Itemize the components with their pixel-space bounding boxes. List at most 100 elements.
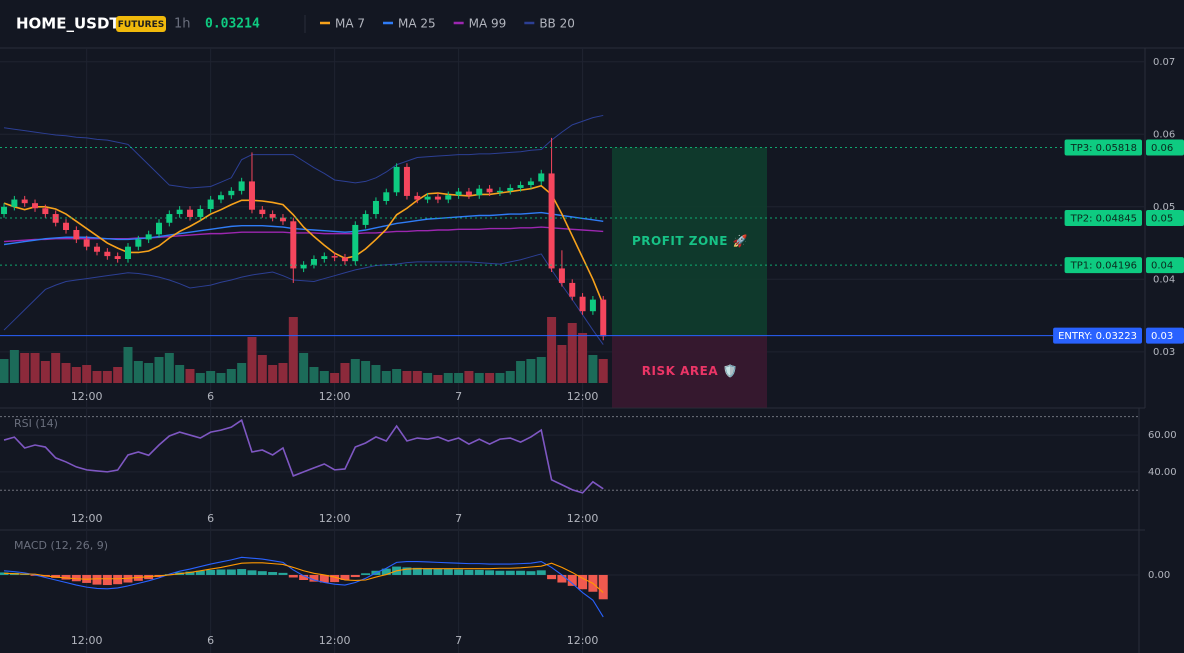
volume-bar	[278, 363, 288, 383]
candle-body	[217, 195, 224, 200]
x-tick-label: 12:00	[319, 634, 351, 647]
volume-bar	[154, 357, 164, 383]
macd-histogram-bar	[557, 574, 567, 583]
macd-histogram-bar	[526, 571, 536, 575]
volume-bar	[237, 363, 247, 383]
volume-bar	[443, 373, 453, 383]
volume-bar	[257, 355, 267, 383]
candle-body	[486, 188, 493, 193]
x-tick-label: 12:00	[71, 512, 103, 525]
candle-body	[145, 234, 152, 240]
candle-body	[352, 224, 359, 262]
candle-body	[248, 181, 255, 210]
last-price: 0.03214	[205, 17, 260, 32]
volume-bar	[164, 353, 174, 383]
candle-body	[465, 191, 472, 196]
panel-title: RSI (14)	[14, 417, 58, 430]
volume-bar	[392, 369, 402, 383]
candle-body	[579, 296, 586, 312]
volume-bar	[454, 373, 464, 383]
macd-histogram-bar	[51, 574, 61, 578]
panel-title: MACD (12, 26, 9)	[14, 539, 108, 552]
volume-bar	[247, 337, 257, 383]
macd-histogram-bar	[206, 569, 216, 575]
x-tick-label: 7	[455, 512, 462, 525]
candle-body	[11, 199, 18, 207]
candle-body	[548, 173, 555, 269]
volume-bar	[433, 375, 443, 383]
macd-histogram-bar	[536, 570, 546, 575]
volume-bar	[536, 357, 546, 383]
volume-bar	[505, 371, 515, 383]
level-tag: TP1: 0.04196	[1070, 261, 1137, 272]
volume-bar	[226, 369, 236, 383]
volume-bar	[82, 365, 92, 383]
candle-body	[414, 195, 421, 200]
futures-badge: FUTURES	[118, 20, 164, 30]
candle-body	[197, 208, 204, 217]
volume-bar	[0, 359, 9, 383]
candle-body	[238, 181, 245, 191]
y-tick-label: 0.07	[1153, 57, 1175, 68]
macd-histogram-bar	[195, 570, 205, 575]
volume-bar	[123, 347, 133, 383]
axis-badge-bg	[1146, 139, 1184, 156]
candle-body	[63, 222, 70, 231]
x-tick-label: 12:00	[71, 390, 103, 403]
candle-body	[114, 256, 121, 260]
candle-body	[135, 239, 142, 247]
volume-bar	[216, 373, 226, 383]
x-tick-label: 12:00	[71, 634, 103, 647]
candle-body	[538, 173, 545, 182]
candle-body	[259, 209, 266, 215]
volume-bar	[195, 373, 205, 383]
level-tag: TP3: 0.05818	[1070, 143, 1137, 154]
macd-line	[3, 556, 604, 618]
axis-badge: 0.03	[1151, 331, 1173, 342]
macd-histogram-bar	[495, 570, 505, 575]
macd-histogram-bar	[330, 574, 340, 583]
axis-badge-bg	[1146, 210, 1184, 227]
axis-badge-bg	[1146, 327, 1184, 344]
macd-histogram-bar	[319, 574, 329, 583]
candle-body	[476, 188, 483, 196]
macd-histogram-bar	[92, 574, 102, 585]
level-tag-bg	[1064, 139, 1142, 156]
volume-bar	[588, 355, 598, 383]
volume-bar	[299, 353, 309, 383]
legend-label: BB 20	[539, 17, 575, 31]
macd-histogram-bar	[226, 569, 236, 575]
level-tag: ENTRY: 0.03223	[1058, 331, 1137, 342]
x-tick-label: 12:00	[567, 390, 599, 403]
volume-bar	[485, 373, 495, 383]
interval: 1h	[174, 17, 191, 32]
axis-badge-bg	[1146, 257, 1184, 274]
candle-body	[507, 187, 514, 191]
volume-bar	[371, 365, 381, 383]
macd-histogram-bar	[485, 570, 495, 575]
volume-bar	[40, 361, 50, 383]
bb-upper	[3, 114, 604, 189]
volume-bar	[102, 371, 112, 383]
candle-body	[434, 196, 441, 200]
axis-badge: 0.05	[1151, 214, 1173, 225]
volume-bar	[61, 363, 71, 383]
badge-bg	[116, 16, 166, 32]
y-tick-label: 60.00	[1148, 430, 1177, 441]
candle-body	[104, 251, 111, 257]
macd-histogram-bar	[257, 571, 267, 575]
x-tick-label: 12:00	[567, 634, 599, 647]
ma-line	[3, 184, 604, 305]
volume-bar	[557, 345, 567, 383]
axis-badge: 0.06	[1151, 143, 1173, 154]
macd-histogram-bar	[474, 569, 484, 575]
macd-histogram-bar	[505, 570, 515, 575]
candle-body	[341, 257, 348, 262]
macd-histogram-bar	[598, 574, 608, 600]
y-tick-label: 0.06	[1153, 129, 1175, 140]
candle-body	[1, 206, 8, 215]
macd-histogram-bar	[567, 574, 577, 586]
zone-label: PROFIT ZONE 🚀	[632, 234, 748, 248]
volume-bar	[381, 371, 391, 383]
x-tick-label: 6	[207, 634, 214, 647]
